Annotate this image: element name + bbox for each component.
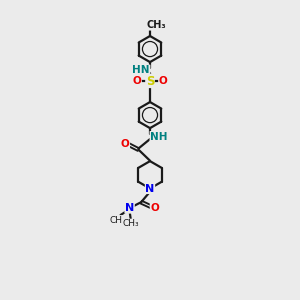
Text: S: S <box>146 74 154 88</box>
Text: O: O <box>133 76 141 86</box>
Text: N: N <box>146 184 154 194</box>
Text: CH₃: CH₃ <box>146 20 166 30</box>
Text: CH₃: CH₃ <box>122 219 139 228</box>
Text: N: N <box>125 203 134 213</box>
Text: HN: HN <box>132 65 150 75</box>
Text: O: O <box>150 203 159 213</box>
Text: CH₃: CH₃ <box>110 216 126 225</box>
Text: O: O <box>159 76 167 86</box>
Text: NH: NH <box>150 131 168 142</box>
Text: O: O <box>121 139 130 149</box>
